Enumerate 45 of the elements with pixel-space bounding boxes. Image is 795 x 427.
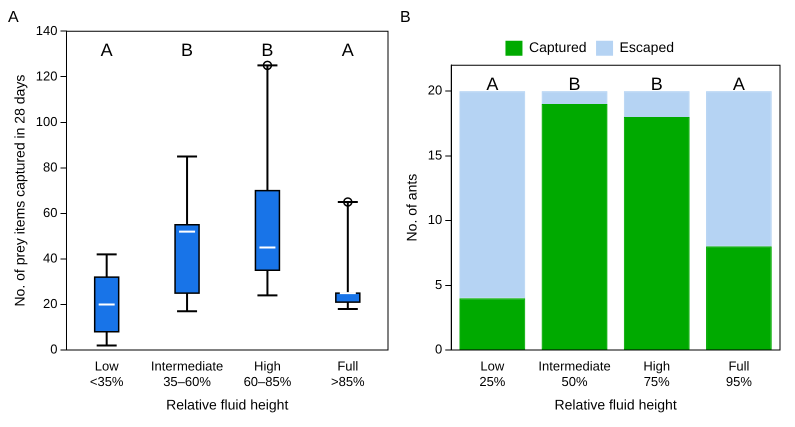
legend-label: Escaped [620,39,674,56]
x-tick-label: Intermediate 50% [538,358,611,389]
x-tick-label: Low 25% [479,358,506,389]
annotation: A [342,40,354,60]
y-axis-title: No. of prey items captured in 28 days [11,74,28,307]
bar [459,91,526,298]
chart-title: A [8,9,19,26]
x-tick-label: Intermediate 35–60% [150,358,224,389]
x-tick-label: High 60–85% [244,358,292,389]
bar [624,91,690,117]
y-tick-label: 100 [36,114,58,129]
annotation: B [181,40,194,60]
x-tick-label: Full >85% [331,358,366,389]
legend-label: Captured [528,39,587,56]
y-tick-label: 20 [43,296,58,312]
y-tick-label: 20 [428,82,442,98]
annotation: A [486,74,498,94]
annotation: A [100,40,113,60]
y-tick-label: 140 [36,22,58,38]
bar [542,104,608,350]
bar [706,91,772,246]
y-tick-label: 5 [435,276,442,292]
x-tick-label: Full 95% [726,358,752,389]
y-tick-label: 0 [50,342,58,357]
annotation: A [732,74,745,94]
y-tick-label: 40 [43,250,58,266]
x-axis-title: Relative fluid height [166,396,288,412]
y-tick-label: 0 [435,342,442,357]
annotation: B [650,74,663,94]
x-tick-label: High 75% [643,358,670,389]
annotation: B [568,74,581,94]
y-tick-label: 80 [43,159,58,174]
bar [542,91,608,104]
y-axis-title: No. of ants [403,174,420,242]
y-tick-label: 60 [43,204,58,220]
chart-title: B [400,9,411,26]
y-tick-label: 120 [36,68,58,84]
x-axis-title: Relative fluid height [554,396,677,412]
x-tick-label: Low <35% [90,358,124,389]
annotation: B [261,40,274,60]
y-tick-label: 15 [428,147,442,162]
bar [624,116,690,350]
bar [459,298,526,350]
y-tick-label: 10 [428,212,442,228]
bar [706,246,772,350]
